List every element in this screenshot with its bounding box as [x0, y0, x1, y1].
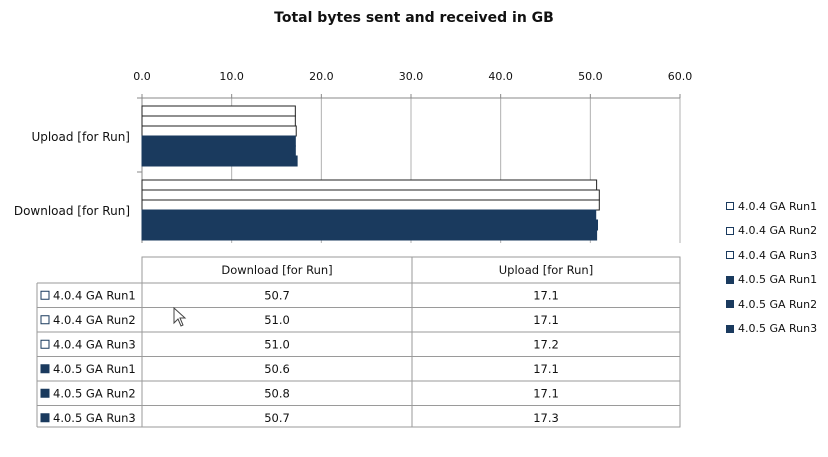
- legend-swatch: [726, 275, 734, 284]
- category-label: Download [for Run]: [14, 204, 130, 218]
- table-row-label: 4.0.5 GA Run1: [53, 362, 136, 376]
- table-row-label: 4.0.5 GA Run2: [53, 386, 136, 400]
- category-label: Upload [for Run]: [31, 130, 130, 144]
- table-cell: 50.7: [264, 411, 290, 425]
- legend-label: 4.0.5 GA Run2: [738, 297, 818, 311]
- table-cell: 50.6: [264, 362, 290, 376]
- legend-swatch: [726, 251, 734, 260]
- bar: [141, 105, 296, 117]
- legend-item: 4.0.5 GA Run3: [726, 317, 817, 342]
- bar: [141, 219, 599, 231]
- table-cell: 50.7: [264, 288, 290, 302]
- row-swatch: [40, 339, 50, 349]
- legend-label: 4.0.4 GA Run1: [738, 199, 818, 213]
- legend-label: 4.0.4 GA Run2: [738, 224, 818, 238]
- cursor-icon: [173, 307, 187, 327]
- bar: [141, 145, 296, 157]
- table-row-label: 4.0.4 GA Run1: [53, 288, 136, 302]
- x-tick-label: 10.0: [219, 70, 244, 83]
- x-tick-label: 20.0: [309, 70, 334, 83]
- bar: [141, 199, 600, 211]
- x-tick-label: 0.0: [133, 70, 151, 83]
- legend-item: 4.0.4 GA Run1: [726, 194, 817, 219]
- bar: [141, 189, 600, 201]
- legend-label: 4.0.5 GA Run1: [738, 273, 818, 287]
- legend-item: 4.0.4 GA Run2: [726, 219, 817, 244]
- legend-item: 4.0.5 GA Run2: [726, 292, 817, 317]
- bar: [141, 229, 598, 241]
- table-cell: 17.3: [533, 411, 559, 425]
- bar: [141, 179, 598, 191]
- table-cell: 51.0: [264, 313, 290, 327]
- bar: [141, 209, 597, 221]
- legend-item: 4.0.5 GA Run1: [726, 268, 817, 293]
- x-tick-label: 60.0: [668, 70, 693, 83]
- x-tick-label: 30.0: [399, 70, 424, 83]
- legend-swatch: [726, 300, 734, 309]
- legend-swatch: [726, 226, 734, 235]
- bar: [141, 115, 296, 127]
- table-row-label: 4.0.5 GA Run3: [53, 411, 136, 425]
- table-header: Download [for Run]: [221, 263, 332, 277]
- legend-label: 4.0.5 GA Run3: [738, 322, 818, 336]
- table-cell: 17.1: [533, 313, 559, 327]
- table-frame: [141, 256, 681, 428]
- table-cell: 17.2: [533, 337, 559, 351]
- x-tick-label: 40.0: [488, 70, 513, 83]
- row-swatch: [40, 290, 50, 300]
- row-swatch: [40, 364, 50, 374]
- row-swatch: [40, 315, 50, 325]
- table-cell: 17.1: [533, 362, 559, 376]
- chart-title: Total bytes sent and received in GB: [274, 10, 554, 26]
- legend: 4.0.4 GA Run1 4.0.4 GA Run2 4.0.4 GA Run3 4…: [726, 194, 817, 341]
- bar: [141, 125, 297, 137]
- row-swatch: [40, 388, 50, 398]
- table-header: Upload [for Run]: [499, 263, 593, 277]
- table-cell: 17.1: [533, 288, 559, 302]
- legend-swatch: [726, 324, 734, 333]
- table-row-label: 4.0.4 GA Run3: [53, 337, 136, 351]
- table-row-label: 4.0.4 GA Run2: [53, 313, 136, 327]
- bar: [141, 155, 298, 167]
- table-cell: 50.8: [264, 386, 290, 400]
- legend-swatch: [726, 202, 734, 211]
- x-tick-label: 50.0: [578, 70, 603, 83]
- bar: [141, 135, 296, 147]
- row-swatch: [40, 413, 50, 423]
- legend-item: 4.0.4 GA Run3: [726, 243, 817, 268]
- table-cell: 17.1: [533, 386, 559, 400]
- legend-label: 4.0.4 GA Run3: [738, 248, 818, 262]
- table-cell: 51.0: [264, 337, 290, 351]
